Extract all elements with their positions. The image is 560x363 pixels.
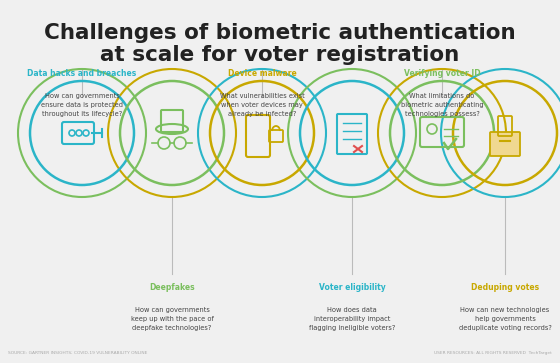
Text: SOURCE: GARTNER INSIGHTS; COVID-19 VULNERABILITY ONLINE: SOURCE: GARTNER INSIGHTS; COVID-19 VULNE…	[8, 351, 147, 355]
Text: How does data
interoperability impact
flagging ineligible voters?: How does data interoperability impact fl…	[309, 307, 395, 331]
Text: Data hacks and breaches: Data hacks and breaches	[27, 69, 137, 77]
FancyBboxPatch shape	[490, 132, 520, 156]
Text: Deduping votes: Deduping votes	[471, 284, 539, 293]
Text: at scale for voter registration: at scale for voter registration	[100, 45, 460, 65]
Text: Device malware: Device malware	[227, 69, 296, 77]
Text: How can governments
keep up with the pace of
deepfake technologies?: How can governments keep up with the pac…	[130, 307, 213, 331]
Text: USER RESOURCES: ALL RIGHTS RESERVED  TechTarget: USER RESOURCES: ALL RIGHTS RESERVED Tech…	[434, 351, 552, 355]
Text: Challenges of biometric authentication: Challenges of biometric authentication	[44, 23, 516, 43]
Text: What vulnerabilities exist
when voter devices may
already be infected?: What vulnerabilities exist when voter de…	[220, 93, 305, 117]
Text: Deepfakes: Deepfakes	[149, 284, 195, 293]
Text: Verifying voter ID: Verifying voter ID	[404, 69, 480, 77]
Text: Voter eligibility: Voter eligibility	[319, 284, 385, 293]
Text: What limitations do
biometric authenticating
technologies possess?: What limitations do biometric authentica…	[401, 93, 483, 117]
Text: How can governments
ensure data is protected
throughout its lifecycle?: How can governments ensure data is prote…	[41, 93, 123, 117]
Text: How can new technologies
help governments
deduplicate voting records?: How can new technologies help government…	[459, 307, 552, 331]
